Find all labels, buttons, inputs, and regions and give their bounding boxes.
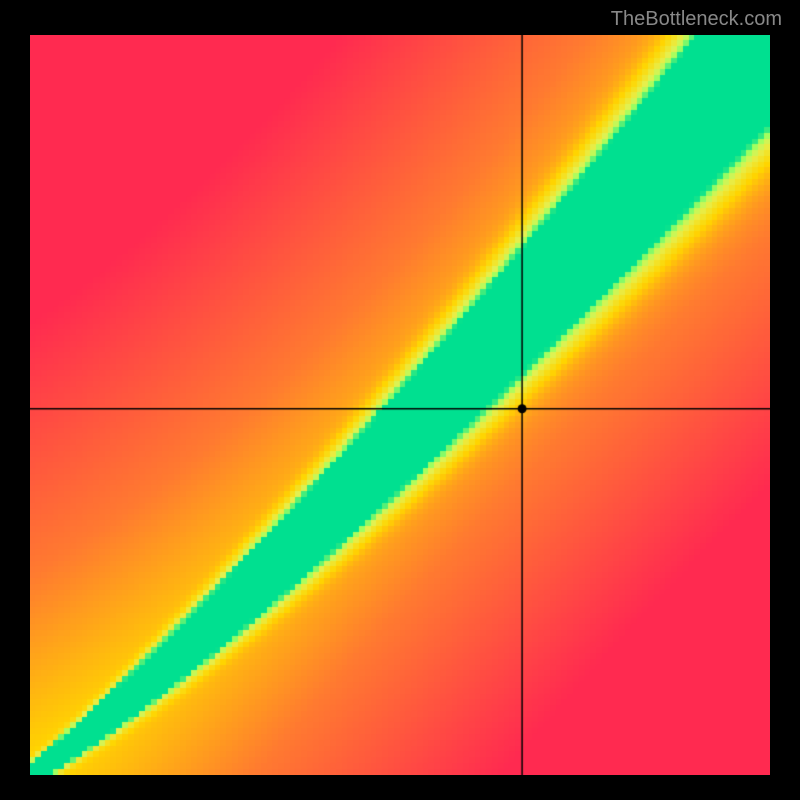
watermark-text: TheBottleneck.com <box>611 8 782 31</box>
heatmap-canvas <box>30 35 770 775</box>
heatmap-chart <box>30 35 770 775</box>
